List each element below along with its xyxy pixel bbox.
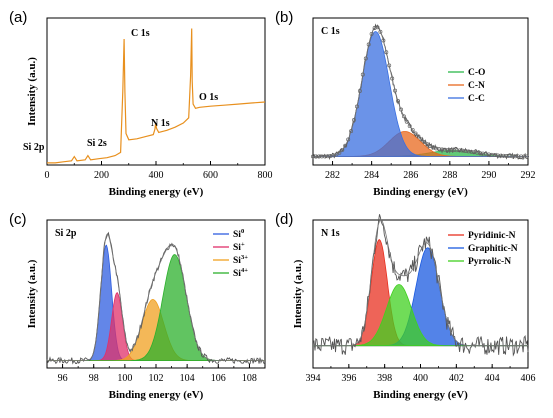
fit-envelope-line (313, 219, 528, 347)
x-tick-label: 100 (117, 373, 132, 384)
data-point (407, 124, 412, 129)
legend-entry: C-O (468, 68, 485, 78)
x-axis-label: Binding energy (eV) (109, 186, 204, 198)
data-point (425, 142, 430, 147)
panel-c-si2p: 96 98 100 102 104 106 108 Binding energy (eV) In… (9, 211, 266, 401)
x-tick-label: 406 (521, 373, 536, 384)
data-point (393, 88, 398, 93)
panel-title: C 1s (321, 26, 340, 37)
x-tick-label: 292 (521, 170, 536, 181)
x-tick-label: 396 (341, 373, 356, 384)
panel-label: (b) (275, 9, 293, 26)
x-tick-label: 96 (58, 373, 68, 384)
data-point (399, 107, 403, 112)
legend-entry: C-C (468, 94, 485, 104)
data-point (384, 50, 389, 55)
x-tick-label: 394 (306, 373, 321, 384)
y-axis-label: Intensity (a.u.) (26, 57, 38, 126)
x-axis-label: Binding energy (eV) (109, 389, 204, 401)
plot-frame (312, 17, 529, 166)
legend-entry: Si4+ (233, 267, 248, 279)
peak-annotation: O 1s (199, 92, 218, 103)
x-tick-label: 288 (442, 170, 457, 181)
x-tick-label: 404 (485, 373, 500, 384)
raw-spectrum-line (313, 214, 529, 357)
x-tick-label: 102 (149, 373, 164, 384)
panel-title: Si 2p (55, 228, 77, 239)
x-axis-label: Binding energy (eV) (373, 186, 468, 198)
data-point (360, 72, 365, 77)
panel-title: N 1s (321, 228, 340, 239)
data-point (334, 152, 339, 157)
data-point (355, 104, 359, 109)
panel-d-n1s: 394 396 398 400 402 404 406 Binding energy (eV)… (275, 211, 536, 401)
data-point (346, 137, 351, 142)
x-tick-label: 0 (45, 170, 50, 181)
peak-annotation: N 1s (151, 118, 170, 129)
data-point (343, 143, 348, 148)
data-point (422, 140, 427, 144)
x-tick-label: 400 (413, 373, 428, 384)
peak-annotation: Si 2p (23, 142, 45, 153)
x-axis-label: Binding energy (eV) (373, 389, 468, 401)
data-point (375, 25, 380, 30)
legend-entry: Pyridinic-N (468, 231, 516, 241)
panel-b-c1s: 282 284 286 288 290 292 Binding energy (eV) (b)… (275, 9, 536, 198)
data-point (396, 99, 400, 103)
data-point (390, 76, 395, 81)
data-point (363, 56, 368, 61)
legend-entry: Graphitic-N (468, 244, 518, 254)
y-axis-label: Intensity (a.u.) (26, 259, 38, 328)
x-tick-label: 800 (258, 170, 273, 181)
x-tick-label: 98 (89, 373, 99, 384)
panel-label: (a) (9, 9, 27, 26)
x-tick-label: 104 (180, 373, 195, 384)
x-tick-label: 284 (364, 170, 379, 181)
legend-entry: C-N (468, 81, 485, 91)
data-point (416, 134, 421, 139)
data-point (525, 154, 529, 159)
data-point (349, 129, 354, 134)
x-tick-label: 290 (481, 170, 496, 181)
data-point (357, 89, 362, 93)
data-point (340, 147, 345, 152)
peak-annotation: C 1s (131, 28, 150, 39)
data-point (352, 118, 356, 122)
raw-spectrum-line (312, 23, 529, 161)
data-point (410, 127, 415, 132)
plot-frame (46, 17, 266, 166)
x-tick-label: 282 (325, 170, 340, 181)
legend-entry: Si0 (233, 228, 244, 240)
data-point (387, 63, 392, 68)
data-point (413, 131, 418, 136)
x-tick-label: 402 (449, 373, 464, 384)
data-point (404, 119, 409, 124)
legend-entry: Si+ (233, 241, 245, 253)
x-tick-label: 600 (203, 170, 218, 181)
legend-entry: Si3+ (233, 254, 248, 266)
data-point (369, 31, 374, 36)
x-tick-label: 108 (242, 373, 257, 384)
panel-label: (c) (9, 211, 27, 228)
data-point (419, 137, 424, 142)
data-point (337, 150, 342, 155)
x-tick-label: 200 (94, 170, 109, 181)
y-axis-label: Intensity (a.u.) (292, 259, 304, 328)
fit-envelope-line (47, 233, 265, 361)
survey-spectrum-line (47, 28, 266, 164)
legend-entry: Pyrrolic-N (468, 257, 511, 267)
data-point (381, 38, 386, 43)
data-point (378, 29, 383, 34)
data-point (401, 114, 406, 119)
x-tick-label: 400 (149, 170, 164, 181)
x-tick-label: 106 (211, 373, 226, 384)
peak-annotation: Si 2s (87, 138, 107, 149)
data-point (366, 42, 371, 47)
x-tick-label: 286 (403, 170, 418, 181)
panel-a-survey: 0 200 400 600 800 Binding energy (eV) Intensit… (9, 9, 273, 198)
x-tick-label: 398 (377, 373, 392, 384)
panel-label: (d) (275, 211, 293, 228)
